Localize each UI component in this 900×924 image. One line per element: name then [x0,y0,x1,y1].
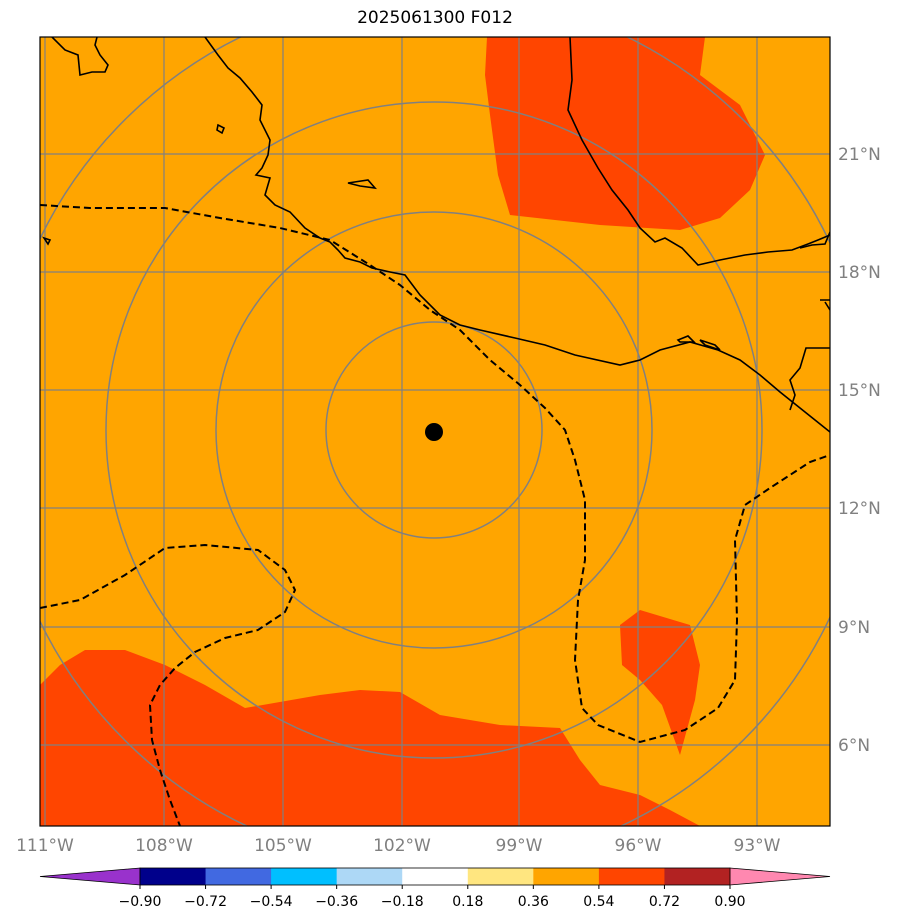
range-ring-3 [105,101,763,759]
range-rings [40,37,830,826]
lat-label: 12°N [838,499,881,519]
colorbar-extend-max [729,867,831,886]
colorbar-tick-label: 0.54 [583,894,614,910]
lat-label: 15°N [838,381,881,401]
lat-labels: 21°N 18°N 15°N 12°N 9°N 6°N [838,145,881,756]
lon-label: 99°W [496,836,543,856]
map-frame [39,36,831,827]
colorbar-segment [598,868,665,885]
zero-contours [40,204,830,826]
colorbar-segment [402,868,469,885]
colorbar-segment [205,868,272,885]
colorbar-segment [467,868,534,885]
colorbar-tick-label: −0.36 [315,894,358,910]
range-ring-1 [325,321,543,539]
lat-label: 21°N [838,145,881,165]
colorbar-tick-label: 0.90 [714,894,745,910]
colorbar-segment [533,868,600,885]
lon-label: 93°W [734,836,781,856]
colorbar-segment [140,868,207,885]
lon-label: 111°W [16,836,74,856]
high-region-south [40,650,700,826]
lat-label: 6°N [838,736,870,756]
colorbar-tick-label: −0.72 [184,894,227,910]
coastline [42,37,830,433]
colorbar-segment [271,868,338,885]
colorbar-tick-label: −0.18 [381,894,424,910]
colorbar-frame [139,867,731,886]
colorbar-segment [664,868,731,885]
colorbar-tick-label: 0.18 [452,894,483,910]
graticule [40,37,830,826]
colorbar-tick-label: −0.90 [119,894,162,910]
high-region-north [485,37,765,230]
lon-label: 102°W [373,836,431,856]
storm-center-marker [425,423,443,441]
range-ring-2 [215,211,653,649]
lon-label: 105°W [254,836,312,856]
map-title: 2025061300 F012 [357,8,513,28]
colorbar-extend-min [39,867,141,886]
colorbar-segment [336,868,403,885]
colorbar-tick-label: −0.54 [250,894,293,910]
lat-label: 9°N [838,618,870,638]
colorbar: −0.90 −0.72 −0.54 −0.36 −0.18 0.18 0.36 0.54 0.7… [39,867,831,910]
lon-label: 96°W [615,836,662,856]
lon-labels: 111°W 108°W 105°W 102°W 99°W 96°W 93°W [16,836,781,856]
colorbar-tick-label: 0.36 [518,894,549,910]
colorbar-tick-label: 0.72 [649,894,680,910]
lat-label: 18°N [838,263,881,283]
lon-label: 108°W [135,836,193,856]
